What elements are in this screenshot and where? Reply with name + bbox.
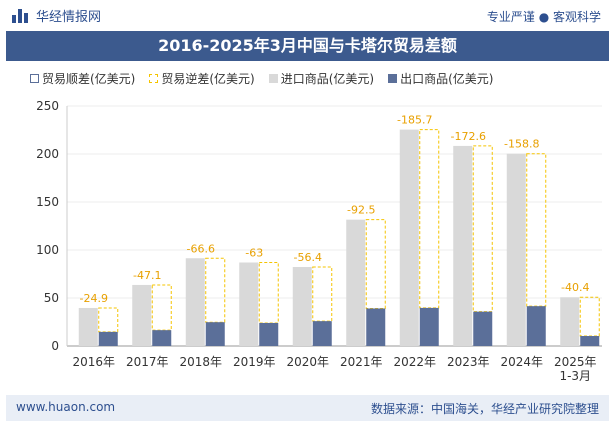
import-bar-3	[239, 262, 259, 346]
brand[interactable]: 华经情报网	[12, 6, 101, 25]
legend-label-import: 进口商品(亿美元)	[280, 72, 375, 86]
y-tick-label-5: 250	[36, 99, 59, 113]
export-bar-1	[152, 330, 172, 346]
export-bar-9	[580, 336, 600, 346]
legend-label-deficit: 贸易逆差(亿美元)	[161, 72, 255, 86]
deficit-label-0: -24.9	[80, 292, 108, 305]
x-tick-label-8: 2024年	[500, 355, 543, 369]
deficit-box-4	[312, 266, 333, 322]
brand-name: 华经情报网	[36, 10, 102, 25]
deficit-label-2: -66.6	[187, 242, 215, 255]
x-tick-label-7: 2023年	[447, 355, 490, 369]
x-tick-label-5: 2021年	[340, 355, 383, 369]
deficit-label-9: -40.4	[561, 281, 589, 294]
y-tick-label-4: 200	[36, 147, 59, 161]
legend-item-import: 进口商品(亿美元)	[268, 70, 375, 87]
export-bar-7	[473, 311, 493, 346]
deficit-box-8	[526, 153, 547, 307]
deficit-label-3: -63	[245, 246, 263, 259]
x-tick-label-3: 2019年	[233, 355, 276, 369]
deficit-label-5: -92.5	[347, 204, 375, 217]
x-tick-label-9: 2025年	[554, 355, 597, 369]
deficit-label-8: -158.8	[504, 138, 539, 151]
deficit-label-4: -56.4	[294, 251, 322, 264]
legend-swatch-surplus	[30, 74, 39, 83]
legend-label-export: 出口商品(亿美元)	[400, 72, 494, 86]
deficit-box-7	[472, 145, 493, 313]
deficit-box-2	[205, 257, 226, 323]
import-bar-1	[132, 284, 152, 346]
legend-swatch-import	[268, 74, 278, 83]
x-tick-label-4: 2020年	[286, 355, 329, 369]
chart-plot: 0 50 100 150 200 250 -24.9 2016年 -47.1 2017年 -66.6…	[36, 99, 602, 383]
tagline: 专业严谨 ● 客观科学	[486, 10, 601, 24]
deficit-box-6	[419, 129, 440, 309]
legend-item-surplus: 贸易顺差(亿美元)	[30, 70, 135, 87]
export-bar-3	[259, 322, 279, 346]
import-bar-5	[346, 219, 366, 346]
top-bar: 华经情报网 专业严谨 ● 客观科学	[0, 0, 615, 30]
import-bar-7	[453, 145, 473, 346]
export-bar-6	[419, 307, 439, 346]
legend-swatch-deficit	[149, 74, 159, 83]
export-bar-4	[312, 321, 332, 346]
deficit-label-6: -185.7	[397, 114, 432, 127]
x-tick-label-9-line1: 1-3月	[559, 369, 591, 383]
export-bar-2	[205, 322, 225, 346]
legend-label-surplus: 贸易顺差(亿美元)	[42, 72, 136, 86]
footer-source: 数据来源：中国海关，华经产业研究院整理	[370, 402, 599, 416]
deficit-label-1: -47.1	[133, 269, 161, 282]
y-tick-label-0: 0	[51, 339, 59, 353]
import-bar-9	[560, 297, 580, 346]
export-bar-0	[98, 331, 118, 346]
y-tick-label-3: 150	[36, 195, 59, 209]
chart-title: 2016-2025年3月中国与卡塔尔贸易差额	[6, 31, 609, 61]
legend-swatch-export	[388, 74, 398, 83]
export-bar-5	[366, 308, 386, 346]
import-bar-0	[78, 307, 98, 346]
deficit-box-9	[579, 296, 600, 337]
deficit-box-0	[98, 307, 119, 333]
x-tick-label-2: 2018年	[179, 355, 222, 369]
y-tick-label-1: 50	[44, 291, 59, 305]
x-tick-label-0: 2016年	[72, 355, 115, 369]
import-bar-8	[506, 153, 526, 346]
x-tick-label-6: 2022年	[393, 355, 436, 369]
y-tick-label-2: 100	[36, 243, 59, 257]
deficit-box-5	[365, 219, 386, 309]
import-bar-6	[399, 129, 419, 346]
legend-item-export: 出口商品(亿美元)	[388, 70, 494, 87]
footer: www.huaon.com 数据来源：中国海关，华经产业研究院整理	[6, 395, 609, 421]
footer-website[interactable]: www.huaon.com	[16, 400, 116, 414]
legend: 贸易顺差(亿美元) 贸易逆差(亿美元) 进口商品(亿美元) 出口商品(亿美元)	[30, 70, 494, 87]
x-tick-label-1: 2017年	[126, 355, 169, 369]
logo-icon	[12, 8, 30, 23]
import-bar-4	[292, 266, 312, 346]
deficit-label-7: -172.6	[451, 130, 486, 143]
deficit-box-1	[151, 284, 172, 331]
import-bar-2	[185, 258, 205, 346]
legend-item-deficit: 贸易逆差(亿美元)	[149, 70, 255, 87]
export-bar-8	[526, 306, 546, 346]
deficit-box-3	[258, 261, 279, 324]
